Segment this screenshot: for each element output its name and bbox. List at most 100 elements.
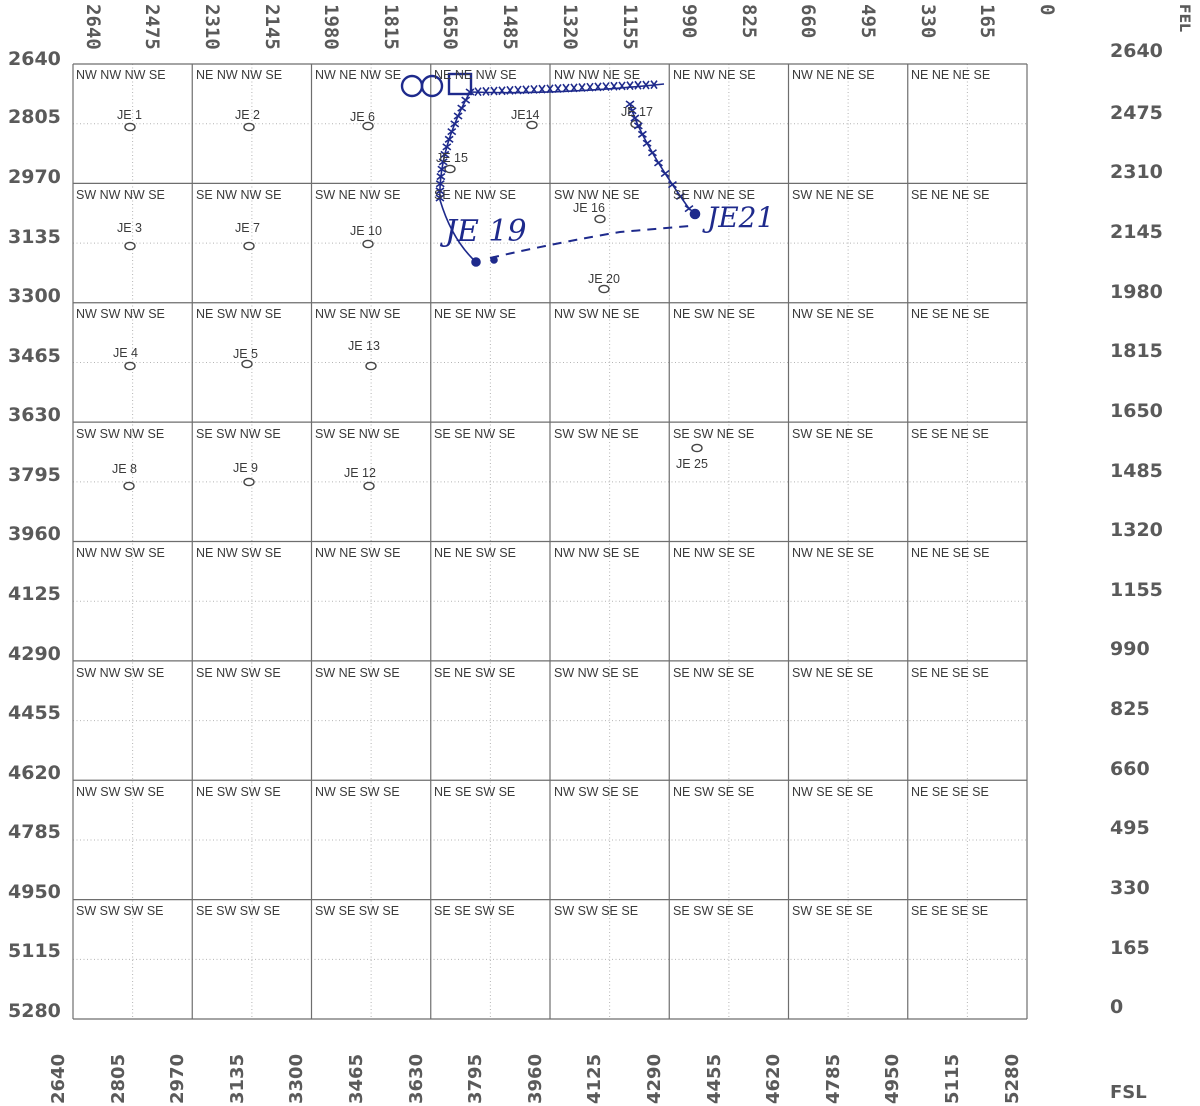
top-tick: 1155: [619, 4, 641, 50]
left-tick: 4125: [8, 583, 61, 605]
bottom-tick: 2970: [167, 1053, 188, 1104]
right-tick: 495: [1110, 817, 1150, 839]
cell-label: NE SE NE SE: [911, 307, 990, 321]
right-tick: 1815: [1110, 340, 1163, 362]
hatch-mark: [461, 96, 471, 104]
hatch-mark: [447, 127, 457, 136]
well-marker: [362, 239, 374, 249]
right-tick: 1320: [1110, 519, 1163, 541]
well-label: JE 2: [235, 108, 261, 122]
hatch-mark: [436, 172, 446, 181]
hatch-mark: [634, 80, 642, 90]
well-marker: [365, 361, 377, 371]
minor-grid: [73, 64, 1027, 1019]
hatch-mark: [610, 81, 618, 91]
top-tick: 1320: [559, 4, 581, 50]
cell-label: NE SW NW SE: [196, 307, 282, 321]
right-tick: 2145: [1110, 221, 1163, 243]
hatch-mark: [578, 83, 586, 92]
hatch-mark: [538, 84, 546, 94]
cell-label: NW NE SE SE: [792, 546, 874, 560]
hatch-mark: [667, 180, 677, 189]
hatch-mark: [554, 84, 562, 93]
left-tick: 4950: [8, 881, 61, 903]
right-tick: 1155: [1110, 579, 1163, 601]
hatch-mark: [642, 80, 650, 90]
right-tick: 1650: [1110, 400, 1163, 422]
handwritten-well-dot: [471, 257, 481, 267]
left-tick: 2640: [8, 48, 61, 70]
cell-label: NW SE NW SE: [315, 307, 401, 321]
hatch-mark: [498, 86, 506, 96]
left-tick: 3300: [8, 285, 61, 307]
bottom-tick: 2640: [48, 1053, 69, 1104]
hatch-mark: [633, 122, 643, 130]
fsl-label: FSL: [1110, 1082, 1147, 1103]
left-tick: 3465: [8, 345, 61, 367]
top-tick: 990: [678, 4, 700, 39]
cell-label: SE NE SW SE: [434, 666, 516, 680]
hatch-mark: [653, 159, 663, 167]
well-marker: [598, 284, 610, 294]
hatch-mark: [465, 88, 475, 96]
cell-label: NW SE SE SE: [792, 785, 874, 799]
cell-label: SW NW NE SE: [554, 188, 640, 202]
hatch-mark: [442, 143, 452, 151]
cell-label: NE NW SW SE: [196, 546, 282, 560]
cell-label: NE NE NW SE: [434, 68, 517, 82]
well-label: JE 16: [573, 201, 605, 215]
well-label: JE 9: [233, 461, 259, 475]
well-marker: [241, 359, 253, 369]
left-tick: 3630: [8, 404, 61, 426]
well-label: JE 5: [233, 347, 259, 361]
left-tick: 4620: [8, 762, 61, 784]
hatch-mark: [594, 82, 602, 92]
cell-label: SE NW NW SE: [196, 188, 282, 202]
cell-label: NE NW NE SE: [673, 68, 756, 82]
well-marker: [363, 481, 375, 491]
cell-label: NE NE SE SE: [911, 546, 990, 560]
well-label: JE 1: [117, 108, 143, 122]
cell-label: SW SW NW SE: [76, 427, 165, 441]
well-label: JE 20: [588, 272, 620, 286]
cell-label: NW NW SE SE: [554, 546, 640, 560]
bottom-tick: 4125: [584, 1053, 605, 1104]
cell-label: SE NW SW SE: [196, 666, 281, 680]
handwritten-well-dot: [490, 256, 498, 264]
left-tick: 4455: [8, 702, 61, 724]
bottom-tick: 5115: [942, 1053, 963, 1104]
hatch-mark: [444, 135, 454, 143]
cell-label: NW NW NE SE: [554, 68, 641, 82]
cell-label: SW NE NW SE: [315, 188, 401, 202]
hatch-mark: [530, 84, 538, 94]
cell-label: NE SW SE SE: [673, 785, 755, 799]
hatched-pipeline-top: [469, 83, 665, 94]
cell-label: NW NW NW SE: [76, 68, 166, 82]
hatch-mark: [437, 165, 447, 173]
well-marker: [630, 119, 642, 129]
well-marker: [123, 481, 135, 491]
hatch-mark: [450, 120, 460, 128]
top-tick: 165: [976, 4, 998, 39]
handwritten-je19-label: JE 19: [445, 214, 527, 249]
top-tick: 0: [1036, 4, 1058, 16]
top-tick: 1650: [439, 4, 461, 50]
well-label: JE 17: [621, 105, 653, 119]
cell-label: SW NE NE SE: [792, 188, 874, 202]
top-tick: 1485: [499, 4, 521, 50]
right-tick: 2310: [1110, 161, 1163, 183]
hatch-mark: [482, 86, 490, 96]
hatch-mark: [570, 83, 578, 93]
right-tick: 2475: [1110, 102, 1163, 124]
cell-label: SW SE SE SE: [792, 904, 873, 918]
cell-label: NE SW NE SE: [673, 307, 755, 321]
well-marker: [594, 214, 606, 224]
bottom-tick: 4785: [823, 1053, 844, 1104]
right-tick: 2640: [1110, 40, 1163, 62]
left-tick: 4785: [8, 821, 61, 843]
hatch-mark: [522, 85, 530, 95]
cell-label: SW NE SW SE: [315, 666, 400, 680]
well-marker: [124, 241, 136, 251]
right-tick: 1485: [1110, 460, 1163, 482]
well-label: JE 13: [348, 339, 380, 353]
